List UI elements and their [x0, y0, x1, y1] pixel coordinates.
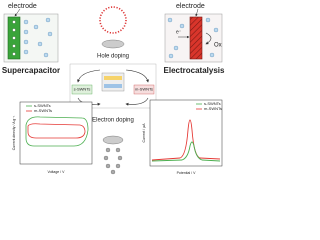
cv-plot: s-SWNTs m-SWNTs Voltage / V Current dens… — [12, 101, 93, 174]
ions — [12, 20, 16, 56]
legend-label: s-SWNTs — [34, 103, 51, 108]
curve — [151, 141, 221, 162]
doping-label: Electron doping — [92, 118, 134, 124]
label-box — [71, 84, 93, 95]
electrode-label: electrode — [176, 3, 205, 10]
curve — [25, 116, 89, 147]
label-box — [133, 84, 155, 95]
band — [104, 84, 122, 88]
doping-label: Hole doping — [97, 54, 129, 60]
dpv-plot: s-SWNTs m-SWNTs Potential / V Current / … — [142, 99, 223, 175]
molecule — [103, 147, 123, 175]
oxidant-label: Ox — [214, 43, 222, 49]
y-axis-label: Current / μA — [142, 123, 146, 143]
electrode — [189, 16, 203, 60]
nanotube — [101, 39, 125, 49]
plot-frame — [19, 101, 93, 165]
dopant-ring — [99, 6, 127, 34]
plot-frame — [149, 99, 223, 167]
box-label: s-SWNTs — [74, 87, 91, 92]
panel-title: Supercapacitor — [2, 66, 60, 75]
x-axis-label: Potential / V — [177, 171, 197, 175]
legend-label: s-SWNTs — [204, 101, 221, 106]
y-axis-label: Current density / A g⁻¹ — [12, 115, 16, 150]
electrocatalysis-panel: e⁻ Ox electrode Electrocatalysis — [164, 3, 225, 75]
legend-label: m-SWNTs — [34, 108, 52, 113]
graphical-abstract: electrode Supercapacitor e⁻ Ox electrode… — [2, 3, 225, 175]
supercapacitor-panel: electrode Supercapacitor — [2, 3, 60, 75]
ions — [167, 17, 219, 59]
center-panel: Hole doping s-SWNTs m-SWNTs Electron dop… — [69, 6, 157, 175]
legend-label: m-SWNTs — [204, 106, 222, 111]
electrode-label: electrode — [8, 3, 37, 10]
x-axis-label: Voltage / V — [48, 170, 66, 174]
nanotube — [102, 135, 124, 145]
band-diagram — [101, 72, 125, 92]
box-label: m-SWNTs — [135, 87, 153, 92]
panel-title: Electrocatalysis — [164, 66, 225, 75]
electrolyte-ions — [23, 17, 53, 58]
cycle-box — [69, 63, 157, 109]
electron-label: e⁻ — [176, 29, 182, 35]
curve — [27, 123, 86, 139]
band — [104, 76, 122, 80]
